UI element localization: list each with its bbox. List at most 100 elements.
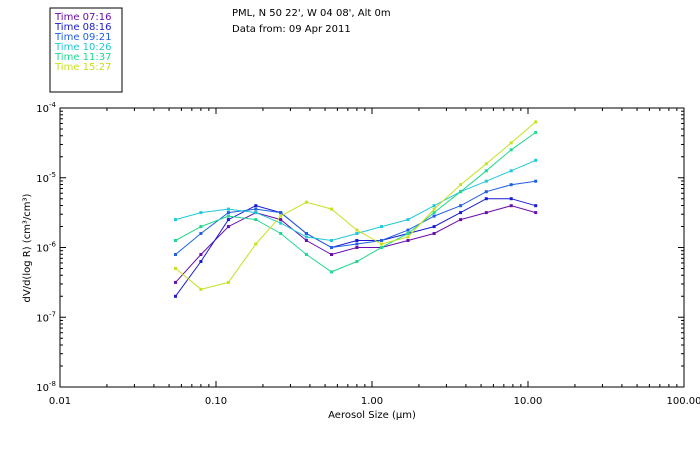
data-point — [432, 204, 436, 208]
data-point — [330, 270, 333, 274]
data-point — [406, 232, 410, 235]
data-point — [304, 239, 308, 242]
data-point — [174, 266, 177, 270]
data-point — [432, 211, 436, 215]
data-point — [355, 228, 359, 232]
data-point — [380, 246, 383, 249]
chart-subtitle: Data from: 09 Apr 2011 — [232, 24, 351, 35]
data-point — [509, 141, 513, 145]
data-point — [459, 218, 463, 222]
data-point — [226, 207, 230, 211]
x-tick-label: 0.01 — [49, 396, 71, 407]
data-point — [380, 225, 383, 229]
data-point — [199, 232, 203, 235]
legend-box — [49, 7, 123, 93]
data-point — [534, 120, 538, 124]
data-point — [509, 197, 513, 201]
data-point — [459, 190, 463, 194]
data-point — [355, 239, 359, 242]
data-point — [355, 246, 359, 249]
data-point — [484, 179, 488, 183]
data-point — [509, 169, 513, 173]
data-point — [380, 239, 383, 242]
x-tick-label: 1.00 — [361, 396, 383, 407]
data-point — [406, 228, 410, 232]
y-tick-label: 10-7 — [36, 310, 56, 324]
data-point — [330, 253, 333, 256]
y-axis-label: dV/d(log R) (cm³/cm³) — [22, 193, 33, 302]
data-point — [484, 169, 488, 173]
data-point — [432, 214, 436, 218]
data-point — [254, 211, 258, 215]
data-point — [226, 225, 230, 229]
data-point — [355, 242, 359, 246]
data-point — [226, 211, 230, 215]
data-point — [254, 207, 258, 211]
legend-entry-6: Time 15:27 — [54, 62, 111, 73]
data-point — [406, 239, 410, 242]
data-point — [199, 211, 203, 215]
legend-entry-1: Time 07:16 — [54, 12, 111, 23]
data-point — [380, 242, 383, 246]
data-point — [509, 183, 513, 187]
data-point — [534, 179, 538, 183]
data-point — [199, 225, 203, 229]
x-axis-label: Aerosol Size (µm) — [328, 410, 416, 421]
data-point — [254, 242, 258, 246]
data-point — [432, 232, 436, 235]
data-point — [226, 280, 230, 284]
data-point — [432, 207, 436, 211]
y-axis: 10-8 10-7 10-6 10-5 10-4 — [36, 101, 684, 394]
data-point — [406, 235, 410, 239]
chart-title: PML, N 50 22', W 04 08', Alt 0m — [232, 8, 391, 19]
data-point — [199, 260, 203, 263]
data-point — [304, 200, 308, 204]
data-point — [534, 158, 538, 162]
data-point — [279, 232, 283, 235]
x-tick-label: 10.00 — [514, 396, 543, 407]
data-point — [484, 162, 488, 166]
y-tick-label: 10-8 — [36, 380, 56, 394]
data-point — [459, 211, 463, 215]
data-point — [330, 207, 333, 211]
data-point — [226, 214, 230, 218]
data-point — [330, 239, 333, 242]
data-point — [279, 221, 283, 225]
data-point — [174, 294, 177, 298]
x-tick-label: 100.00 — [667, 396, 700, 407]
y-tick-label: 10-5 — [36, 171, 56, 185]
data-point — [534, 211, 538, 215]
data-point — [174, 218, 177, 222]
series-layer — [174, 120, 538, 298]
data-point — [174, 280, 177, 284]
data-point — [459, 183, 463, 187]
legend-entry-5: Time 11:37 — [54, 52, 111, 63]
data-point — [432, 225, 436, 229]
data-point — [459, 204, 463, 208]
legend-entry-3: Time 09:21 — [54, 32, 111, 43]
data-point — [279, 211, 283, 215]
data-point — [254, 204, 258, 208]
data-point — [406, 218, 410, 222]
data-point — [174, 239, 177, 242]
x-tick-label: 0.10 — [205, 396, 227, 407]
legend-entry-4: Time 10:26 — [54, 42, 111, 53]
legend-entry-2: Time 08:16 — [54, 22, 111, 33]
data-point — [484, 197, 488, 201]
data-point — [304, 235, 308, 239]
data-point — [199, 287, 203, 291]
data-point — [279, 214, 283, 218]
data-point — [484, 190, 488, 194]
data-point — [226, 218, 230, 222]
data-point — [304, 232, 308, 235]
x-axis: 0.01 0.10 1.00 10.00 100.00 — [49, 108, 700, 407]
y-tick-label: 10-4 — [36, 101, 56, 115]
data-point — [330, 246, 333, 249]
data-point — [304, 253, 308, 256]
data-point — [534, 204, 538, 208]
data-point — [509, 204, 513, 208]
data-point — [355, 260, 359, 263]
data-point — [174, 253, 177, 256]
